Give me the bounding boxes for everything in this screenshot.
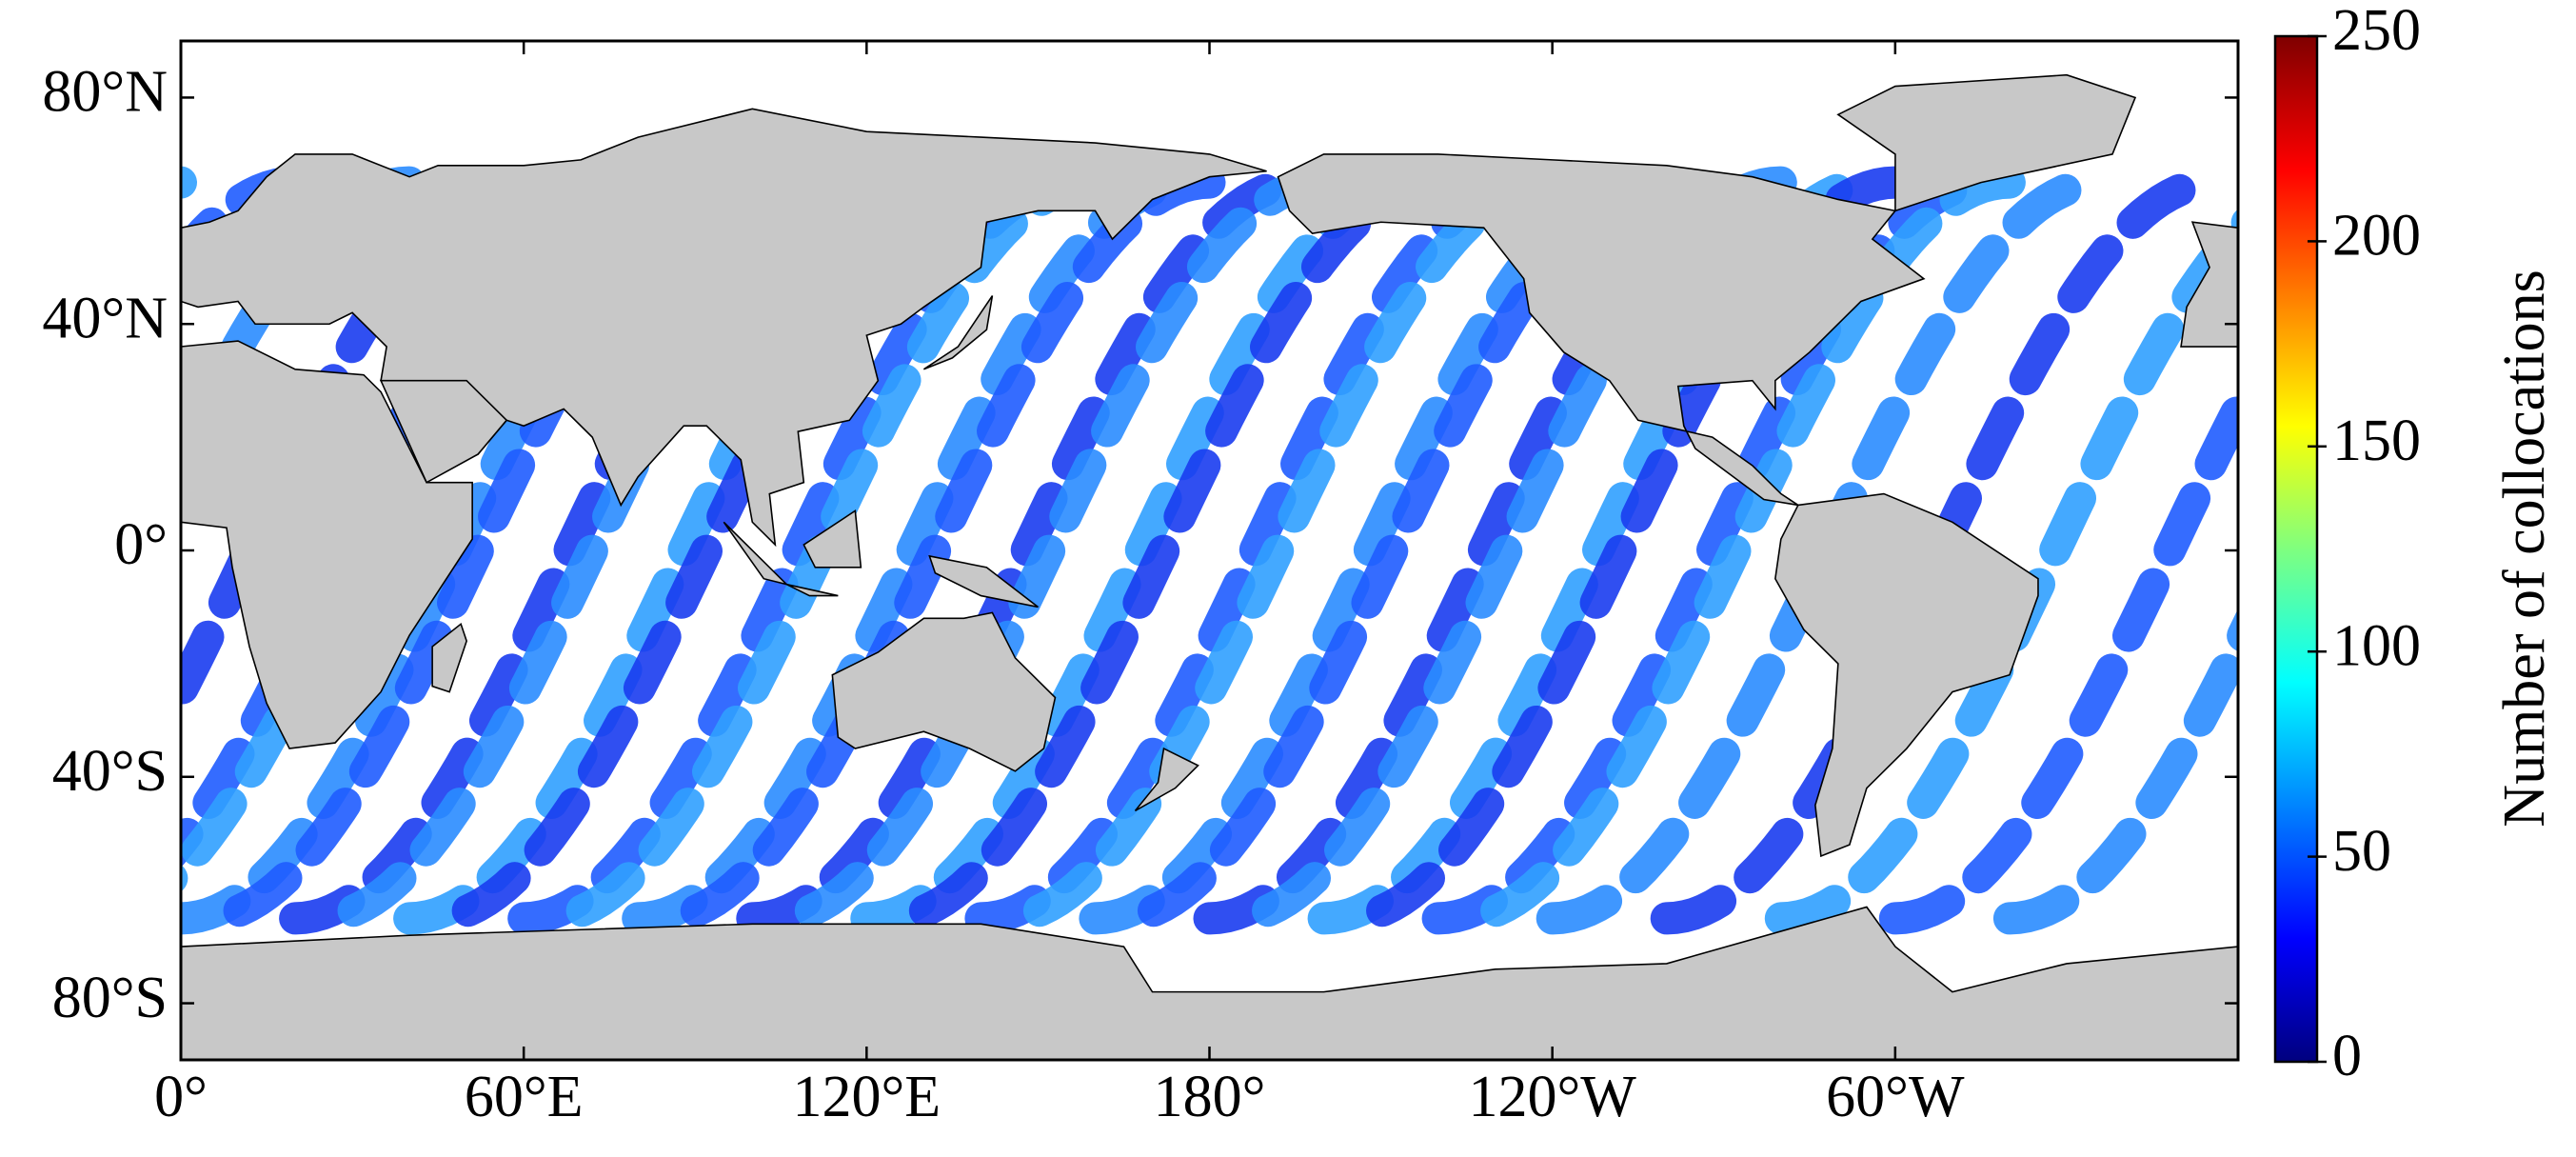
track [1444, 166, 2026, 935]
colorbar-label: Number of collocations [2492, 269, 2557, 827]
x-tick-label: 60°W [1826, 1065, 1965, 1129]
colorbar-tick-label: 0 [2332, 1024, 2362, 1088]
y-tick-label: 80°S [52, 966, 168, 1030]
track [1878, 374, 2238, 935]
track [873, 166, 1455, 935]
y-tick-label: 40°S [52, 739, 168, 804]
colorbar-tick-label: 200 [2332, 204, 2421, 269]
track [759, 166, 1340, 935]
track [1992, 608, 2238, 935]
x-tick-label: 0° [154, 1065, 208, 1129]
y-tick-label: 0° [114, 512, 168, 577]
track [987, 166, 1569, 935]
land [181, 75, 2238, 1060]
x-tick-label: 120°W [1469, 1065, 1637, 1129]
colorbar-tick-label: 250 [2332, 0, 2421, 63]
y-tick-label: 80°N [42, 60, 168, 125]
x-tick-label: 60°E [465, 1065, 584, 1129]
colorbar [2273, 34, 2319, 1064]
colorbar-tick-label: 50 [2332, 819, 2391, 884]
x-tick-label: 120°E [792, 1065, 941, 1129]
colorbar-tick-label: 100 [2332, 613, 2421, 678]
y-tick-label: 40°N [42, 286, 168, 350]
track [1764, 209, 2238, 935]
x-tick-label: 180° [1154, 1065, 1266, 1129]
colorbar-tick-label: 150 [2332, 409, 2421, 473]
